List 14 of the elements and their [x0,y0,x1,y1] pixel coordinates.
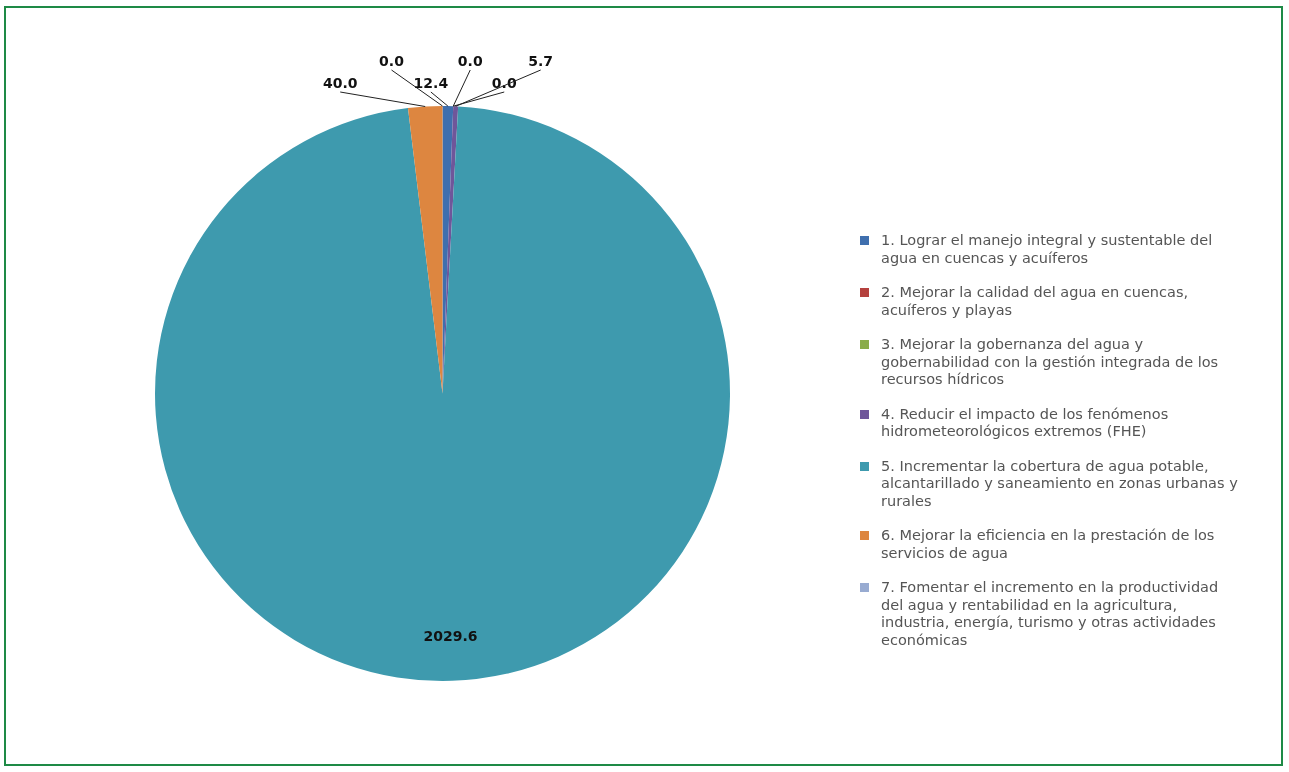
text: 0.0 [457,52,483,69]
data-label: 2029.6 [423,628,478,645]
text: 0.0 [491,74,517,91]
data-label: 40.0 [322,74,358,91]
legend-label: 1. Lograr el manejo integral y sustentable del agua en cuencas y acuíferos [881,232,1214,267]
legend-label: 2. Mejorar la calidad del agua en cuencas, acuíferos y playas [881,284,1190,319]
text: 0.0 [379,52,404,69]
data-label: 12.4 [413,74,449,91]
legend-label: 6. Mejorar la eficiencia en la prestación de los servicios de agua [881,527,1216,562]
legend-label: 5. Incrementar la cobertura de agua potable, alcantarillado y saneamiento en zonas urbanas y rurales [881,457,1238,510]
legend-label: 3. Mejorar la gobernanza del agua y gobernabilidad con la gestión integrada de los recursos hídricos [881,336,1220,389]
data-label: 5.7 [528,52,554,69]
legend-label: 7. Fomentar el incremento en la productividad del agua y rentabilidad en la agricultura, industria, energía, turismo y otras actividades económicas [881,579,1220,649]
legend-label: 4. Reducir el impacto de los fenómenos hidrometeorológicos extremos (FHE) [881,405,1170,441]
